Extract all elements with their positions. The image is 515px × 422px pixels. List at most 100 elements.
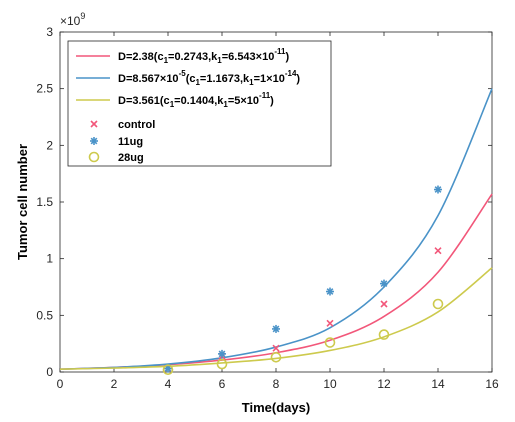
- legend: D=2.38(c1​=0.2743,k1​=6.543×10-11​)D=8.5…: [67, 40, 332, 167]
- data-point-control: [272, 344, 280, 352]
- y-tick-label: 1: [46, 252, 53, 266]
- legend-text-part: ): [285, 51, 289, 63]
- plot-area: 0 2 4 6 8 10 12 14 16 0 0.5 1 1.5 2 2.5 3: [36, 25, 499, 391]
- marker-circle: [162, 364, 174, 376]
- marker-stroke: [218, 350, 226, 358]
- legend-box: [67, 40, 332, 167]
- legend-text-part: -14: [285, 69, 297, 78]
- marker-circle: [432, 298, 444, 310]
- marker-stroke: [272, 344, 280, 352]
- marker-stroke: [90, 120, 98, 128]
- legend-text-part: 1: [223, 100, 228, 109]
- legend-text-part: -11: [274, 47, 286, 56]
- data-point-control: [326, 319, 334, 327]
- x-tick-label: 14: [431, 377, 445, 391]
- y-tick-label: 2.5: [36, 82, 53, 96]
- y-tick-label: 1.5: [36, 195, 53, 209]
- legend-text-part: 1: [164, 56, 169, 65]
- data-point-11ug: [326, 287, 334, 296]
- legend-text-part: =1.1673,k: [200, 73, 250, 85]
- y-exponent-label: ×109: [60, 11, 85, 28]
- data-point-28ug: [162, 364, 174, 376]
- marker-stroke: [164, 365, 172, 372]
- legend-text-part: (c: [186, 73, 196, 85]
- legend-text-part: 1: [170, 100, 175, 109]
- x-tick-label: 16: [485, 377, 499, 391]
- model-line-28ug: [59, 267, 493, 370]
- legend-label: D=2.38(c1​=0.2743,k1​=6.543×10-11​): [118, 47, 289, 65]
- legend-text-part: 1: [217, 56, 222, 65]
- marker-stroke: [380, 280, 388, 287]
- legend-text-part: =0.1404,k: [174, 95, 224, 107]
- legend-label: control: [118, 119, 155, 131]
- legend-text-part: =1×10: [254, 73, 285, 85]
- data-point-11ug: [380, 279, 388, 288]
- x-tick-label: 10: [323, 377, 337, 391]
- data-point-28ug: [378, 329, 390, 340]
- marker-circle: [270, 351, 282, 363]
- y-axis-label: Tumor cell number: [15, 144, 30, 260]
- legend-text-part: =5×10: [228, 95, 259, 107]
- marker-stroke: [434, 247, 442, 255]
- data-point-28ug: [324, 337, 336, 348]
- svg-text:×109: ×109: [60, 11, 85, 28]
- marker-stroke: [90, 137, 98, 145]
- x-tick-label: 6: [219, 377, 226, 391]
- legend-item-28ug: 28ug: [88, 151, 144, 164]
- y-tick-label: 0.5: [36, 308, 53, 322]
- data-point-11ug: [272, 324, 280, 333]
- exponent-power: 9: [80, 11, 85, 21]
- marker-circle: [324, 337, 336, 348]
- marker-circle: [216, 358, 228, 370]
- legend-text-part: =0.2743,k: [168, 51, 218, 63]
- legend-text-part: -5: [179, 69, 187, 78]
- legend-item-model-control: D=2.38(c1​=0.2743,k1​=6.543×10-11​): [76, 47, 289, 65]
- marker-circle: [378, 329, 390, 340]
- legend-text-part: 1: [195, 78, 200, 87]
- model-line-11ug: [59, 88, 493, 370]
- legend-marker: [88, 151, 100, 163]
- x-tick-label: 2: [111, 377, 118, 391]
- data-point-28ug: [432, 298, 444, 310]
- marker-stroke: [326, 319, 334, 327]
- legend-text-part: D=8.567×10: [118, 73, 179, 85]
- x-tick-label: 12: [377, 377, 391, 391]
- exponent-base: ×10: [60, 14, 81, 28]
- legend-marker: [90, 137, 98, 145]
- legend-label: D=8.567×10-5​(c1​=1.1673,k1​=1×10-14​): [118, 69, 300, 87]
- y-tick-label: 0: [46, 365, 53, 379]
- legend-label: 28ug: [118, 152, 144, 164]
- legend-text-part: ): [270, 95, 274, 107]
- data-point-28ug: [216, 358, 228, 370]
- x-axis-label: Time(days): [242, 400, 310, 415]
- legend-item-model-28ug: D=3.561(c1​=0.1404,k1​=5×10-11​): [76, 91, 274, 109]
- marker-circle: [88, 151, 100, 163]
- data-point-11ug: [218, 349, 226, 358]
- legend-item-11ug: 11ug: [90, 136, 143, 148]
- marker-stroke: [434, 186, 442, 193]
- data-point-control: [434, 247, 442, 255]
- data-point-control: [380, 300, 388, 308]
- x-tick-label: 0: [57, 377, 64, 391]
- marker-stroke: [326, 288, 334, 295]
- legend-text-part: =6.543×10: [222, 51, 275, 63]
- marker-stroke: [380, 300, 388, 308]
- legend-text-part: 1: [249, 78, 254, 87]
- y-tick-label: 2: [46, 138, 53, 152]
- legend-label: D=3.561(c1​=0.1404,k1​=5×10-11​): [118, 91, 274, 109]
- data-point-28ug: [270, 351, 282, 363]
- marker-stroke: [272, 325, 280, 333]
- legend-label: 11ug: [118, 136, 143, 148]
- legend-item-model-11ug: D=8.567×10-5​(c1​=1.1673,k1​=1×10-14​): [76, 69, 300, 87]
- legend-text-part: ): [296, 73, 300, 85]
- data-point-11ug: [434, 185, 442, 194]
- legend-text-part: -11: [259, 91, 271, 100]
- y-tick-label: 3: [46, 25, 53, 39]
- legend-text-part: D=2.38(c: [118, 51, 164, 63]
- legend-item-control: control: [90, 119, 155, 131]
- x-tick-label: 8: [273, 377, 280, 391]
- x-tick-label: 4: [165, 377, 172, 391]
- legend-text-part: D=3.561(c: [118, 95, 170, 107]
- legend-marker: [90, 120, 98, 128]
